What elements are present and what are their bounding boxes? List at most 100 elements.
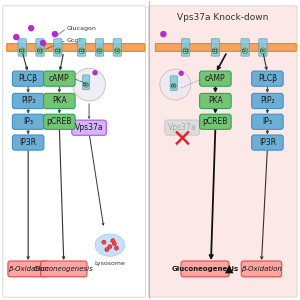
FancyBboxPatch shape xyxy=(181,261,229,277)
Circle shape xyxy=(77,46,86,55)
Text: β-Oxidation: β-Oxidation xyxy=(8,266,49,272)
FancyBboxPatch shape xyxy=(182,39,190,56)
FancyBboxPatch shape xyxy=(44,71,75,86)
FancyBboxPatch shape xyxy=(82,75,90,89)
Text: PKA: PKA xyxy=(52,97,67,106)
Circle shape xyxy=(13,34,19,40)
Text: GcgR: GcgR xyxy=(67,38,83,43)
Text: Gluconeogenesis: Gluconeogenesis xyxy=(171,266,238,272)
FancyBboxPatch shape xyxy=(252,71,283,86)
Circle shape xyxy=(182,46,190,55)
FancyBboxPatch shape xyxy=(241,261,282,277)
FancyBboxPatch shape xyxy=(252,114,283,129)
Circle shape xyxy=(172,84,176,88)
Circle shape xyxy=(102,240,106,244)
FancyBboxPatch shape xyxy=(252,135,283,150)
Circle shape xyxy=(82,81,90,88)
Circle shape xyxy=(183,48,188,53)
Text: cAMP: cAMP xyxy=(205,74,226,83)
Circle shape xyxy=(112,242,116,246)
FancyBboxPatch shape xyxy=(44,93,75,109)
Circle shape xyxy=(28,25,34,31)
FancyBboxPatch shape xyxy=(165,120,199,135)
Circle shape xyxy=(108,244,112,249)
Circle shape xyxy=(260,48,266,53)
FancyBboxPatch shape xyxy=(18,39,26,56)
Text: αq: αq xyxy=(79,48,85,53)
FancyBboxPatch shape xyxy=(72,120,106,135)
Text: αq: αq xyxy=(182,48,189,53)
FancyBboxPatch shape xyxy=(200,93,231,109)
Text: ✕: ✕ xyxy=(172,128,193,152)
Text: pCREB: pCREB xyxy=(47,117,72,126)
Text: IP3R: IP3R xyxy=(259,138,276,147)
Circle shape xyxy=(55,48,61,53)
Text: IP3R: IP3R xyxy=(20,138,37,147)
Circle shape xyxy=(79,48,84,53)
Ellipse shape xyxy=(95,234,125,256)
FancyBboxPatch shape xyxy=(200,114,231,129)
FancyBboxPatch shape xyxy=(12,135,44,150)
Text: IP₃: IP₃ xyxy=(23,117,33,126)
FancyBboxPatch shape xyxy=(40,261,87,277)
Circle shape xyxy=(179,71,184,76)
Text: αs: αs xyxy=(114,48,120,53)
Circle shape xyxy=(73,68,105,101)
Circle shape xyxy=(113,46,122,55)
Circle shape xyxy=(40,40,46,46)
Circle shape xyxy=(84,83,88,87)
Circle shape xyxy=(160,31,166,37)
Circle shape xyxy=(95,46,104,55)
Circle shape xyxy=(36,46,44,55)
FancyBboxPatch shape xyxy=(170,76,177,90)
Text: PKA: PKA xyxy=(208,97,223,106)
Text: β-Oxidation: β-Oxidation xyxy=(241,266,282,272)
FancyBboxPatch shape xyxy=(44,114,75,129)
FancyBboxPatch shape xyxy=(259,39,267,56)
Circle shape xyxy=(37,48,43,53)
Text: ▲: ▲ xyxy=(225,264,234,274)
FancyBboxPatch shape xyxy=(200,71,231,86)
FancyBboxPatch shape xyxy=(252,93,283,109)
Circle shape xyxy=(114,246,118,250)
Text: Vps37a Knock-down: Vps37a Knock-down xyxy=(177,13,268,22)
Text: Vps37a: Vps37a xyxy=(75,123,104,132)
FancyBboxPatch shape xyxy=(113,39,122,56)
Text: Glucagon: Glucagon xyxy=(67,26,97,31)
Circle shape xyxy=(54,46,62,55)
Text: αq: αq xyxy=(37,48,43,53)
Text: pCREB: pCREB xyxy=(203,117,228,126)
FancyBboxPatch shape xyxy=(7,44,145,51)
Text: Lysosome: Lysosome xyxy=(94,261,125,266)
Text: cAMP: cAMP xyxy=(49,74,70,83)
Circle shape xyxy=(241,46,249,55)
FancyBboxPatch shape xyxy=(241,39,249,56)
Circle shape xyxy=(97,48,102,53)
Text: αs: αs xyxy=(97,48,102,53)
FancyBboxPatch shape xyxy=(8,261,48,277)
FancyBboxPatch shape xyxy=(12,114,44,129)
Text: αq: αq xyxy=(19,48,26,53)
Text: αs: αs xyxy=(83,82,89,87)
Text: Gluconeogenesis: Gluconeogenesis xyxy=(34,266,94,272)
Text: PLCβ: PLCβ xyxy=(258,74,277,83)
Circle shape xyxy=(105,248,109,252)
Circle shape xyxy=(111,238,115,243)
Text: IP₃: IP₃ xyxy=(262,117,272,126)
Circle shape xyxy=(93,70,98,75)
FancyBboxPatch shape xyxy=(12,71,44,86)
Text: Vps37a: Vps37a xyxy=(168,123,196,132)
Circle shape xyxy=(170,82,177,89)
FancyBboxPatch shape xyxy=(155,44,296,51)
FancyBboxPatch shape xyxy=(54,39,62,56)
Text: αs: αs xyxy=(260,48,266,53)
FancyBboxPatch shape xyxy=(12,93,44,109)
Text: PIP₂: PIP₂ xyxy=(260,97,275,106)
Text: αs: αs xyxy=(171,83,177,88)
Circle shape xyxy=(52,31,58,37)
Text: αq: αq xyxy=(55,48,61,53)
Circle shape xyxy=(213,48,218,53)
Circle shape xyxy=(18,46,26,55)
Circle shape xyxy=(115,48,120,53)
Text: PIP₂: PIP₂ xyxy=(21,97,35,106)
